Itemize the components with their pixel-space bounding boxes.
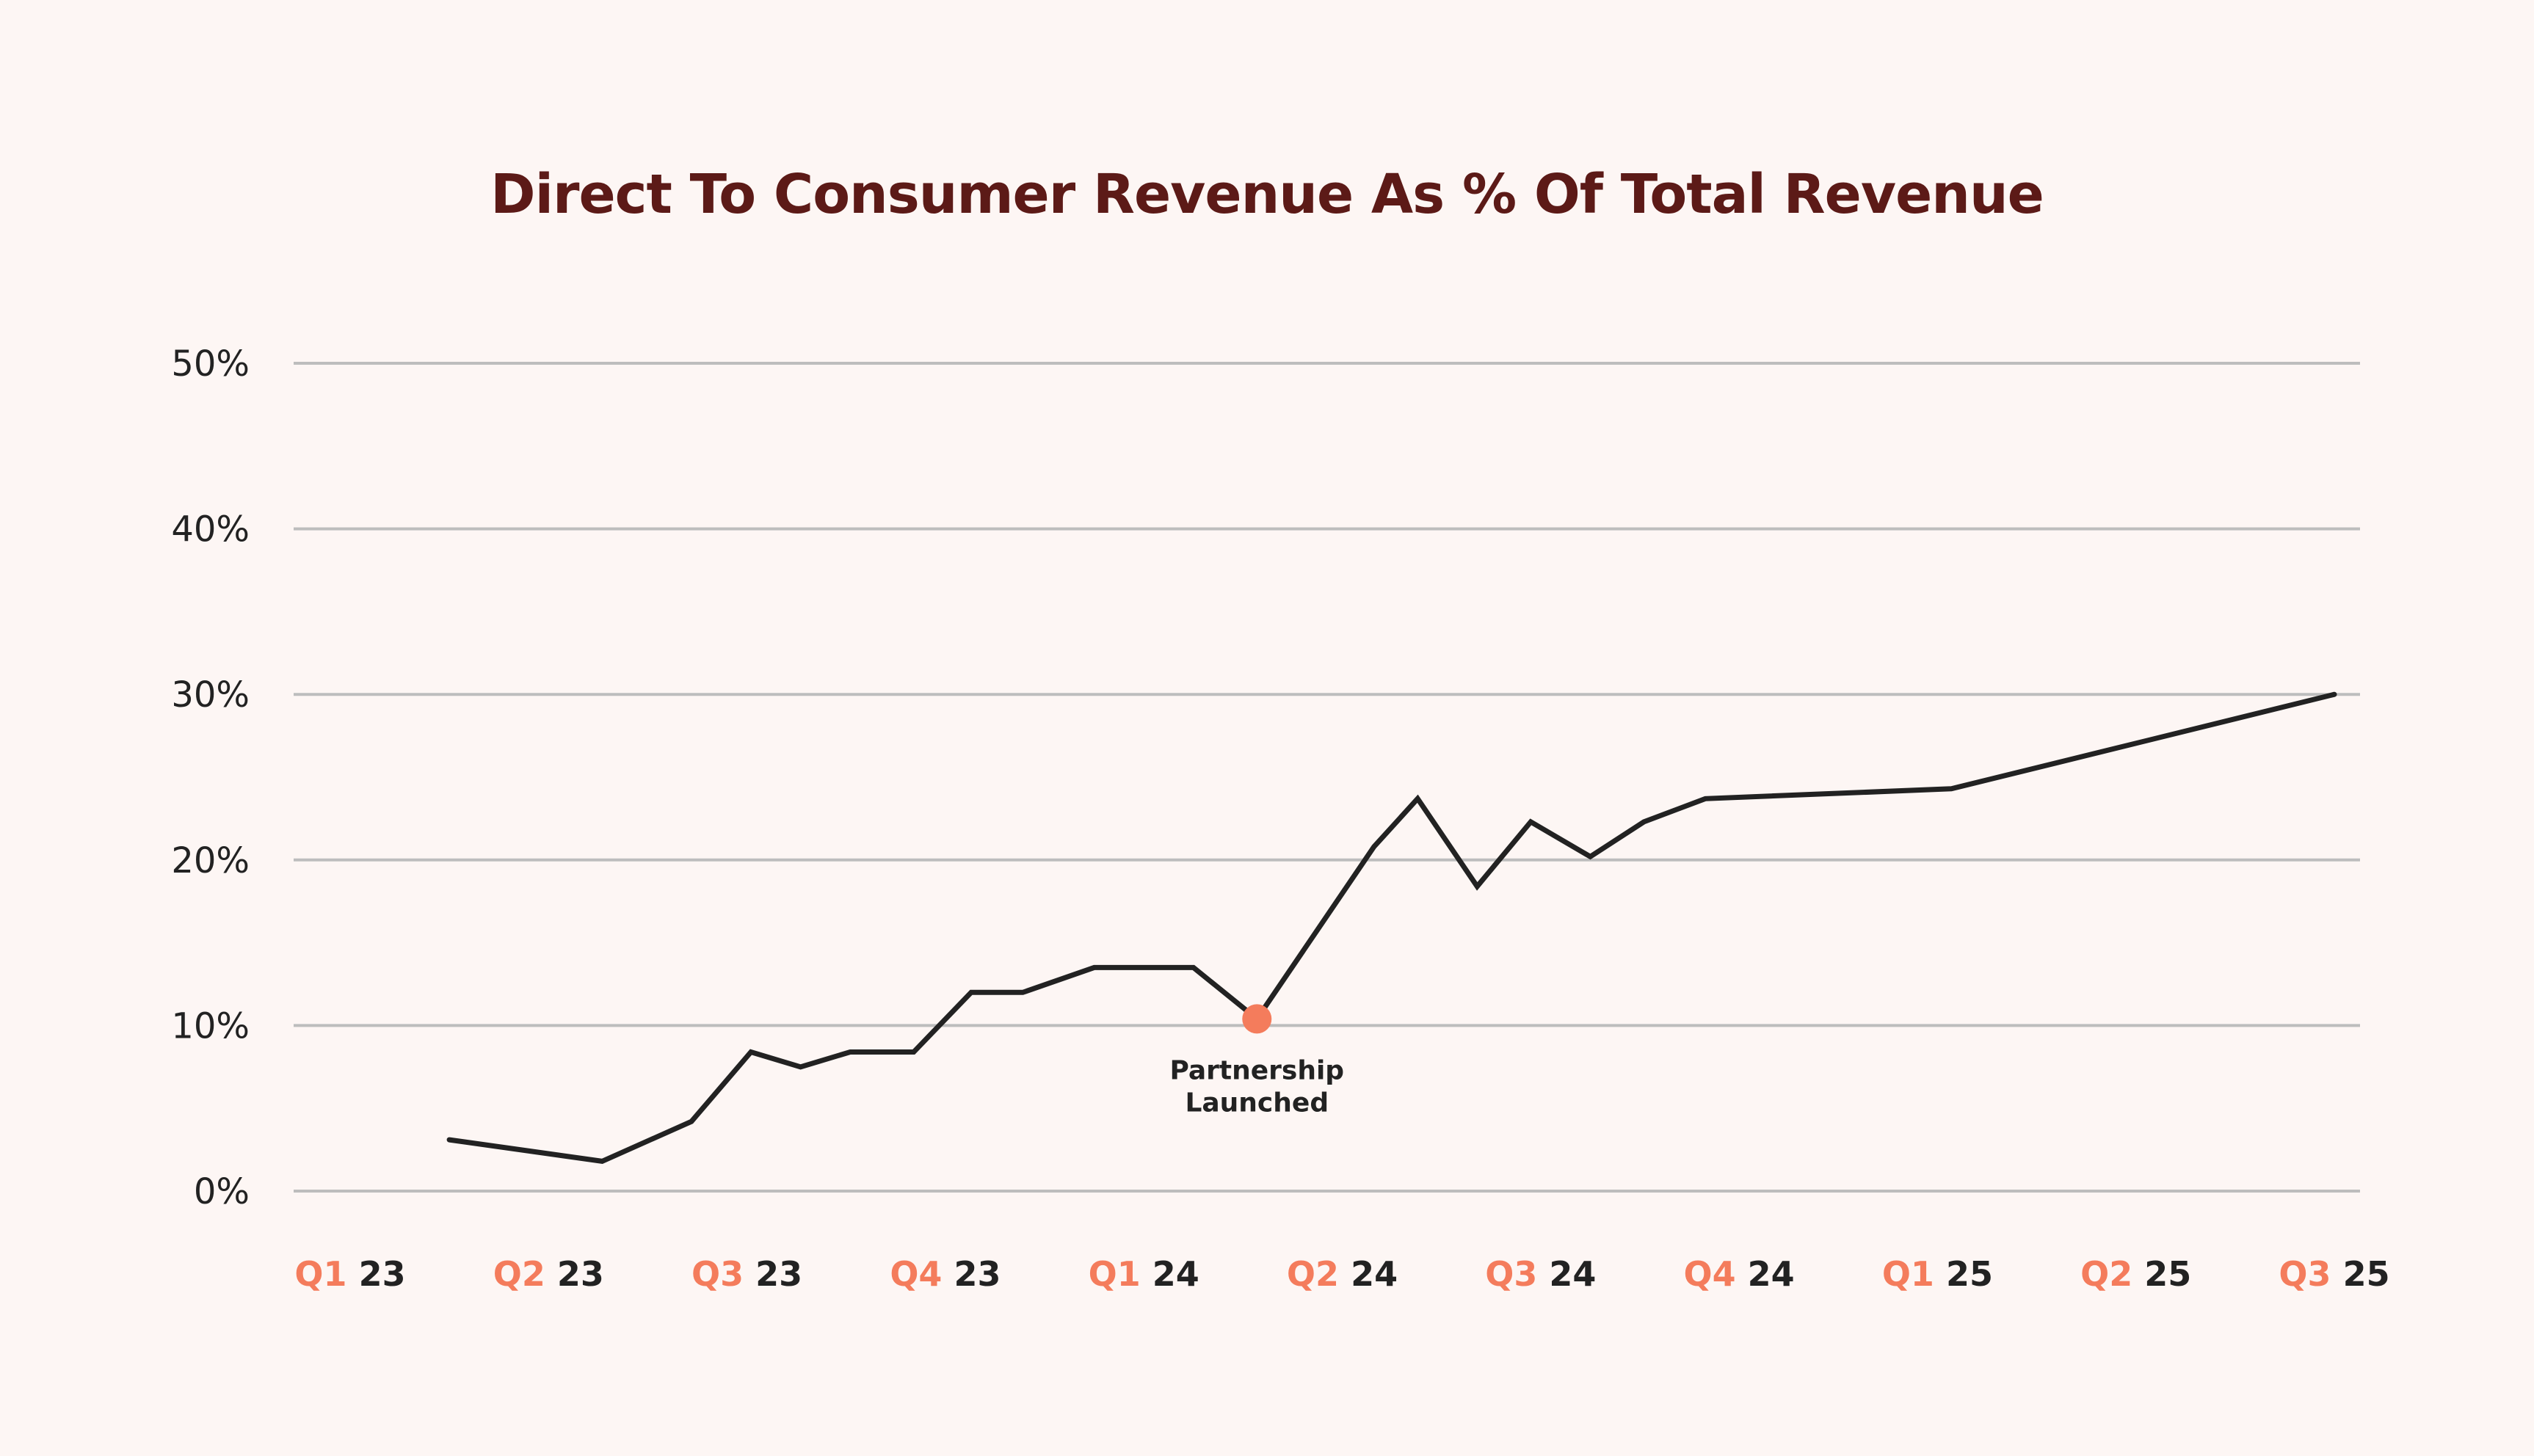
- x-tick-space: [2331, 1254, 2343, 1294]
- x-tick-space: [1934, 1254, 1946, 1294]
- x-tick-year: 25: [2144, 1254, 2191, 1294]
- x-tick-label: Q1 23: [294, 1254, 405, 1294]
- x-tick-year: 25: [2343, 1254, 2390, 1294]
- y-tick-label: 0%: [194, 1171, 250, 1212]
- y-tick-label: 50%: [171, 343, 250, 385]
- series-layer: [446, 691, 2337, 1165]
- x-tick-label: Q4 24: [1684, 1254, 1795, 1294]
- x-tick-year: 25: [1946, 1254, 1993, 1294]
- x-tick-space: [2132, 1254, 2144, 1294]
- annotation-label: Launched: [1185, 1088, 1329, 1118]
- x-tick-quarter: Q1: [1882, 1254, 1934, 1294]
- y-tick-label: 20%: [171, 840, 250, 881]
- x-tick-quarter: Q3: [2279, 1254, 2331, 1294]
- x-tick-space: [347, 1254, 359, 1294]
- x-tick-label: Q3 24: [1485, 1254, 1596, 1294]
- x-tick-year: 23: [359, 1254, 406, 1294]
- x-tick-quarter: Q3: [1485, 1254, 1537, 1294]
- x-tick-space: [942, 1254, 954, 1294]
- x-tick-year: 24: [1351, 1254, 1398, 1294]
- y-tick-label: 40%: [171, 509, 250, 550]
- x-tick-space: [1736, 1254, 1748, 1294]
- annotation-marker: [1242, 1004, 1272, 1034]
- y-axis-ticks: 50% 40% 30% 20% 10% 0%: [171, 343, 250, 1212]
- x-tick-quarter: Q3: [691, 1254, 744, 1294]
- x-tick-year: 24: [1549, 1254, 1596, 1294]
- x-tick-label: Q3 25: [2279, 1254, 2389, 1294]
- chart-title: Direct To Consumer Revenue As % Of Total…: [490, 163, 2044, 226]
- x-tick-space: [545, 1254, 557, 1294]
- x-tick-year: 23: [755, 1254, 802, 1294]
- x-tick-space: [1339, 1254, 1351, 1294]
- x-tick-year: 23: [954, 1254, 1001, 1294]
- x-tick-quarter: Q4: [1684, 1254, 1736, 1294]
- x-tick-label: Q1 25: [1882, 1254, 1993, 1294]
- x-tick-quarter: Q4: [890, 1254, 942, 1294]
- y-tick-label: 30%: [171, 674, 250, 716]
- x-tick-quarter: Q2: [493, 1254, 545, 1294]
- x-tick-year: 24: [1748, 1254, 1795, 1294]
- x-tick-label: Q3 23: [691, 1254, 802, 1294]
- x-axis-ticks: Q1 23 Q2 23 Q3 23 Q4 23 Q1 24 Q2 24 Q3 24 Q4 24…: [294, 1254, 2389, 1294]
- x-tick-quarter: Q2: [1287, 1254, 1339, 1294]
- y-tick-label: 10%: [171, 1005, 250, 1046]
- x-tick-year: 23: [557, 1254, 604, 1294]
- x-tick-space: [744, 1254, 755, 1294]
- x-tick-year: 24: [1152, 1254, 1199, 1294]
- grid-lines: [294, 362, 2360, 1193]
- x-tick-label: Q2 23: [493, 1254, 604, 1294]
- x-tick-space: [1141, 1254, 1152, 1294]
- x-tick-label: Q2 25: [2080, 1254, 2191, 1294]
- x-tick-space: [1537, 1254, 1549, 1294]
- x-tick-label: Q4 23: [890, 1254, 1001, 1294]
- x-tick-quarter: Q2: [2080, 1254, 2132, 1294]
- x-tick-quarter: Q1: [294, 1254, 346, 1294]
- x-tick-quarter: Q1: [1089, 1254, 1141, 1294]
- series-line: [446, 691, 2337, 1165]
- x-tick-label: Q1 24: [1089, 1254, 1199, 1294]
- annotation-label: Partnership: [1169, 1055, 1344, 1085]
- x-tick-label: Q2 24: [1287, 1254, 1398, 1294]
